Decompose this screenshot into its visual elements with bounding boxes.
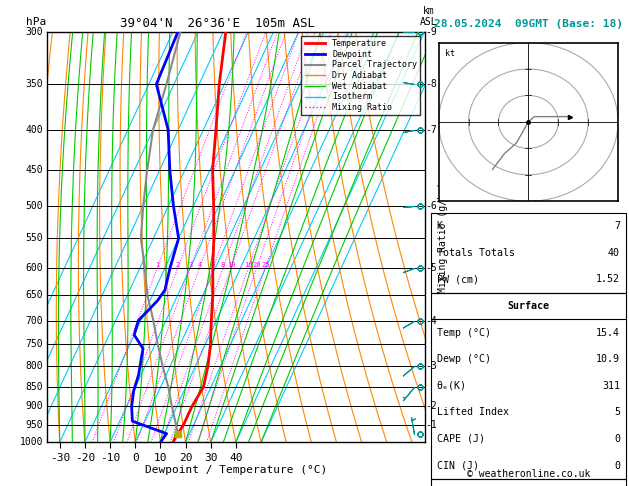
Text: 10.9: 10.9 xyxy=(596,354,620,364)
Text: 16: 16 xyxy=(244,262,252,268)
Text: 550: 550 xyxy=(26,233,43,243)
Text: kt: kt xyxy=(445,49,455,58)
Text: CAPE (J): CAPE (J) xyxy=(437,434,485,444)
Text: 40: 40 xyxy=(608,248,620,258)
Text: -1: -1 xyxy=(425,420,437,430)
Text: Totals Totals: Totals Totals xyxy=(437,248,515,258)
Text: -8: -8 xyxy=(425,79,437,89)
Title: 39°04'N  26°36'E  105m ASL: 39°04'N 26°36'E 105m ASL xyxy=(120,17,314,31)
Text: K: K xyxy=(437,221,443,231)
Text: hPa: hPa xyxy=(26,17,47,28)
Text: CIN (J): CIN (J) xyxy=(437,461,479,470)
Text: 1: 1 xyxy=(155,262,159,268)
Text: Surface: Surface xyxy=(508,301,549,311)
Text: 2: 2 xyxy=(175,262,180,268)
Text: 311: 311 xyxy=(602,381,620,391)
Text: 650: 650 xyxy=(26,290,43,300)
Text: 4: 4 xyxy=(198,262,202,268)
Text: Dewp (°C): Dewp (°C) xyxy=(437,354,491,364)
Text: 28.05.2024  09GMT (Base: 18): 28.05.2024 09GMT (Base: 18) xyxy=(434,19,623,29)
Text: 7: 7 xyxy=(614,221,620,231)
Text: Mixing Ratio (g/kg): Mixing Ratio (g/kg) xyxy=(438,181,448,293)
Text: -2: -2 xyxy=(425,401,437,411)
Text: 600: 600 xyxy=(26,263,43,273)
Text: km
ASL: km ASL xyxy=(420,6,437,28)
Text: 900: 900 xyxy=(26,401,43,411)
Text: -4: -4 xyxy=(425,315,437,326)
Text: 20: 20 xyxy=(252,262,261,268)
Text: 25: 25 xyxy=(261,262,270,268)
Text: -7: -7 xyxy=(425,125,437,135)
Text: 700: 700 xyxy=(26,315,43,326)
X-axis label: Dewpoint / Temperature (°C): Dewpoint / Temperature (°C) xyxy=(145,466,327,475)
Text: Temp (°C): Temp (°C) xyxy=(437,328,491,338)
Text: PW (cm): PW (cm) xyxy=(437,275,479,284)
Text: 800: 800 xyxy=(26,361,43,371)
Text: θₑ(K): θₑ(K) xyxy=(437,381,467,391)
Text: © weatheronline.co.uk: © weatheronline.co.uk xyxy=(467,469,590,479)
Text: 750: 750 xyxy=(26,339,43,349)
Text: 1000: 1000 xyxy=(20,437,43,447)
Text: Lifted Index: Lifted Index xyxy=(437,407,509,417)
Text: 1.52: 1.52 xyxy=(596,275,620,284)
Text: 850: 850 xyxy=(26,382,43,392)
Text: 450: 450 xyxy=(26,165,43,175)
Text: -5: -5 xyxy=(425,263,437,273)
Text: 300: 300 xyxy=(26,27,43,36)
Text: 8: 8 xyxy=(221,262,225,268)
Text: 950: 950 xyxy=(26,420,43,430)
Text: 400: 400 xyxy=(26,125,43,135)
Text: 6: 6 xyxy=(211,262,215,268)
Text: -3: -3 xyxy=(425,361,437,371)
Text: 0: 0 xyxy=(614,461,620,470)
Text: 15.4: 15.4 xyxy=(596,328,620,338)
Text: 350: 350 xyxy=(26,79,43,89)
Text: 500: 500 xyxy=(26,201,43,211)
Text: 0: 0 xyxy=(614,434,620,444)
Text: 3: 3 xyxy=(188,262,192,268)
Text: -6: -6 xyxy=(425,201,437,211)
Text: 5: 5 xyxy=(614,407,620,417)
Legend: Temperature, Dewpoint, Parcel Trajectory, Dry Adiabat, Wet Adiabat, Isotherm, Mi: Temperature, Dewpoint, Parcel Trajectory… xyxy=(301,36,420,115)
Text: -9: -9 xyxy=(425,27,437,36)
Text: 10: 10 xyxy=(226,262,235,268)
